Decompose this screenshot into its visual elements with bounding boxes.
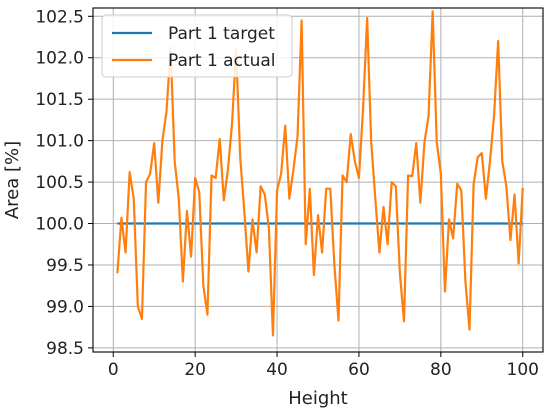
x-axis-ticks: 0 20 40 60 80 100	[108, 352, 539, 380]
legend-label: Part 1 actual	[168, 51, 276, 71]
series-line-2	[116, 10, 524, 337]
x-tick-label: 100	[507, 360, 539, 380]
y-tick-label: 99.5	[46, 256, 84, 276]
y-tick-label: 102.5	[35, 7, 84, 27]
y-tick-label: 101.0	[35, 132, 84, 152]
x-axis-label: Height	[288, 388, 348, 409]
legend: Part 1 target Part 1 actual	[101, 14, 293, 78]
y-tick-label: 100.5	[35, 173, 84, 193]
x-tick-label: 0	[108, 360, 119, 380]
x-tick-label: 60	[348, 360, 370, 380]
x-tick-label: 80	[430, 360, 452, 380]
series-layer	[116, 10, 524, 337]
y-tick-label: 100.0	[35, 215, 84, 235]
y-tick-label: 101.5	[35, 90, 84, 110]
x-tick-label: 40	[266, 360, 288, 380]
y-tick-label: 99.0	[46, 297, 84, 317]
y-axis-label: Area [%]	[2, 141, 23, 219]
y-tick-label: 102.0	[35, 49, 84, 69]
legend-label: Part 1 target	[168, 24, 275, 44]
y-tick-label: 98.5	[46, 339, 84, 359]
y-axis-ticks: 98.5 99.0 99.5 100.0 100.5 101.0 101.5 102.0 102…	[35, 7, 93, 359]
legend-box	[101, 14, 293, 78]
plot-frame	[92, 7, 544, 353]
x-tick-label: 20	[184, 360, 206, 380]
